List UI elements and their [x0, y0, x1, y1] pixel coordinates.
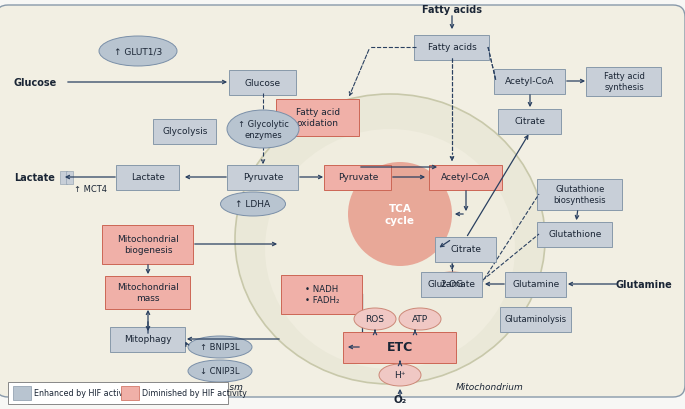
Text: Fatty acid
synthesis: Fatty acid synthesis [603, 72, 645, 92]
Text: ↑ Glycolytic
enzymes: ↑ Glycolytic enzymes [238, 120, 288, 139]
Text: ROS: ROS [366, 315, 384, 324]
Text: ↓ CNIP3L: ↓ CNIP3L [200, 366, 240, 375]
FancyBboxPatch shape [506, 272, 566, 297]
FancyBboxPatch shape [436, 237, 497, 262]
FancyBboxPatch shape [499, 109, 562, 134]
Text: Glutaminolysis: Glutaminolysis [505, 315, 567, 324]
FancyBboxPatch shape [60, 171, 68, 184]
Text: Mitochondrial
mass: Mitochondrial mass [117, 283, 179, 302]
Text: Glutathione: Glutathione [548, 230, 601, 239]
FancyBboxPatch shape [153, 119, 216, 144]
FancyBboxPatch shape [343, 332, 456, 363]
Text: Acetyl-CoA: Acetyl-CoA [506, 77, 555, 86]
FancyBboxPatch shape [325, 165, 392, 190]
Text: Lactate: Lactate [131, 173, 165, 182]
FancyBboxPatch shape [538, 179, 623, 210]
Text: ATP: ATP [412, 315, 428, 324]
FancyBboxPatch shape [495, 70, 566, 94]
Ellipse shape [235, 95, 545, 384]
Circle shape [348, 163, 452, 266]
FancyBboxPatch shape [421, 272, 482, 297]
Text: ↑ GLUT1/3: ↑ GLUT1/3 [114, 47, 162, 56]
Text: Acetyl-CoA: Acetyl-CoA [441, 173, 490, 182]
Ellipse shape [265, 130, 515, 369]
Ellipse shape [221, 193, 286, 216]
Text: Mitochondrium: Mitochondrium [456, 382, 524, 391]
Text: Fatty acids: Fatty acids [422, 5, 482, 15]
Text: 2-OG: 2-OG [440, 280, 464, 289]
Text: Cytoplasm: Cytoplasm [196, 382, 244, 391]
Text: Glutamine: Glutamine [512, 280, 560, 289]
FancyBboxPatch shape [538, 222, 612, 247]
Text: • NADH
• FADH₂: • NADH • FADH₂ [305, 285, 339, 304]
Text: Mitochondrial
biogenesis: Mitochondrial biogenesis [117, 235, 179, 254]
FancyBboxPatch shape [277, 99, 360, 136]
FancyBboxPatch shape [66, 171, 73, 184]
FancyBboxPatch shape [103, 225, 193, 264]
Ellipse shape [426, 272, 478, 296]
Text: Enhanced by HIF activity: Enhanced by HIF activity [34, 389, 134, 398]
FancyBboxPatch shape [121, 386, 139, 400]
Text: Glycolysis: Glycolysis [162, 127, 208, 136]
FancyBboxPatch shape [429, 165, 503, 190]
FancyBboxPatch shape [586, 67, 662, 96]
Text: O₂: O₂ [393, 394, 407, 404]
Text: Fatty acid
oxidation: Fatty acid oxidation [296, 108, 340, 127]
Ellipse shape [379, 364, 421, 386]
Text: ↑ BNIP3L: ↑ BNIP3L [200, 343, 240, 352]
FancyBboxPatch shape [8, 382, 228, 404]
FancyBboxPatch shape [110, 327, 186, 352]
Text: Glutamine: Glutamine [615, 279, 672, 289]
Text: Fatty acids: Fatty acids [427, 43, 476, 52]
Text: Pyruvate: Pyruvate [338, 173, 378, 182]
FancyBboxPatch shape [227, 165, 299, 190]
Text: TCA
cycle: TCA cycle [385, 204, 415, 225]
FancyBboxPatch shape [501, 307, 571, 332]
Ellipse shape [99, 37, 177, 67]
FancyBboxPatch shape [229, 70, 297, 95]
Text: ↑ MCT4: ↑ MCT4 [74, 185, 107, 194]
Text: ETC: ETC [387, 341, 413, 354]
FancyBboxPatch shape [116, 165, 179, 190]
Ellipse shape [354, 308, 396, 330]
FancyBboxPatch shape [414, 36, 490, 61]
Text: Glucose: Glucose [14, 78, 58, 88]
Text: Glutamate: Glutamate [428, 280, 476, 289]
Text: Mitophagy: Mitophagy [124, 335, 172, 344]
Ellipse shape [188, 360, 252, 382]
Ellipse shape [399, 308, 441, 330]
FancyBboxPatch shape [105, 276, 190, 309]
Text: Diminished by HIF activity: Diminished by HIF activity [142, 389, 247, 398]
Text: Lactate: Lactate [14, 173, 55, 182]
Text: Glucose: Glucose [245, 78, 281, 87]
Text: ↑ LDHA: ↑ LDHA [236, 200, 271, 209]
Text: Citrate: Citrate [451, 245, 482, 254]
Text: H⁺: H⁺ [395, 371, 406, 380]
Text: Pyruvate: Pyruvate [242, 173, 283, 182]
FancyBboxPatch shape [0, 6, 685, 397]
Text: Citrate: Citrate [514, 117, 545, 126]
Ellipse shape [188, 336, 252, 358]
Text: Glutathione
biosynthesis: Glutathione biosynthesis [553, 185, 606, 204]
Ellipse shape [227, 111, 299, 148]
FancyBboxPatch shape [282, 275, 362, 314]
FancyBboxPatch shape [13, 386, 31, 400]
